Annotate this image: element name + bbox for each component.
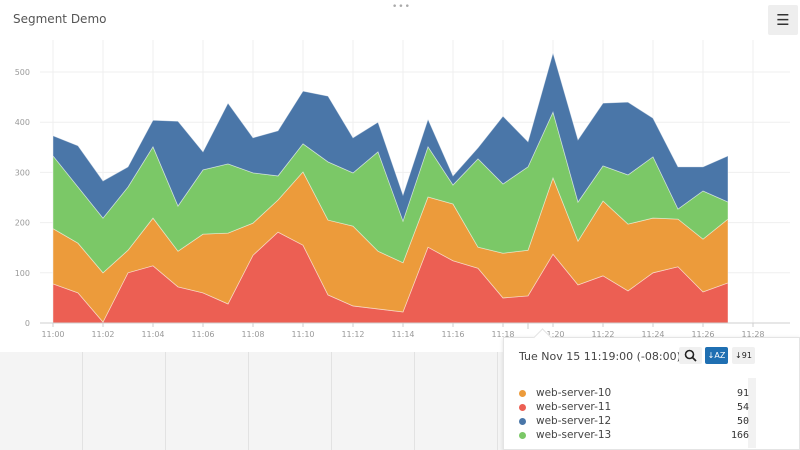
x-tick-label: 11:22 — [591, 330, 614, 339]
x-tick-label: 11:26 — [691, 330, 714, 339]
area-web-server-12 — [52, 51, 729, 223]
tooltip-row: web-server-13 166 — [519, 428, 749, 442]
series-value: 91 — [736, 387, 749, 399]
panel-title: Segment Demo — [13, 12, 107, 26]
x-tick-label: 11:06 — [191, 330, 214, 339]
menu-button[interactable]: ☰ — [768, 5, 798, 35]
x-tick-label: 11:24 — [641, 330, 664, 339]
series-name: web-server-13 — [536, 429, 612, 441]
x-tick-label: 11:08 — [241, 330, 264, 339]
hover-tooltip: Tue Nov 15 11:19:00 (-08:00) ↓AZ ↓91 web… — [503, 328, 800, 450]
tooltip-row: web-server-12 50 — [519, 414, 749, 428]
x-tick-label: 11:12 — [341, 330, 364, 339]
y-tick-label: 500 — [15, 68, 30, 77]
x-tick-label: 11:04 — [141, 330, 164, 339]
y-tick-label: 0 — [25, 319, 30, 328]
x-tick-label: 11:10 — [291, 330, 314, 339]
x-tick-label: 11:20 — [541, 330, 564, 339]
tooltip-row: web-server-10 91 — [519, 386, 749, 400]
x-tick-label: 11:28 — [741, 330, 764, 339]
series-value: 166 — [730, 429, 749, 441]
series-name: web-server-10 — [536, 387, 612, 399]
drag-handle[interactable]: ••• — [392, 2, 411, 12]
tooltip-time: Tue Nov 15 11:19:00 (-08:00) — [519, 350, 681, 363]
x-tick-label: 11:16 — [441, 330, 464, 339]
stacked-area-chart[interactable]: 0 100 200 300 400 500 11:00 11:02 11:04 11:06 11:0… — [0, 0, 800, 352]
series-color-dot — [519, 389, 526, 397]
search-icon — [684, 349, 697, 362]
x-tick-label: 11:18 — [491, 330, 514, 339]
sort-numeric-icon: ↓91 — [735, 351, 752, 360]
series-color-dot — [519, 417, 526, 425]
series-value: 54 — [736, 401, 749, 413]
x-tick-label: 11:00 — [41, 330, 64, 339]
sort-alpha-button[interactable]: ↓AZ — [705, 347, 728, 364]
hamburger-icon: ☰ — [776, 11, 790, 29]
tooltip-row: web-server-11 54 — [519, 400, 749, 414]
search-button[interactable] — [679, 347, 702, 364]
y-tick-label: 300 — [15, 168, 30, 177]
series-color-dot — [519, 431, 526, 439]
series-value: 50 — [736, 415, 749, 427]
sort-numeric-button[interactable]: ↓91 — [732, 347, 755, 364]
series-name: web-server-12 — [536, 415, 612, 427]
y-tick-label: 200 — [15, 219, 30, 228]
y-tick-label: 400 — [15, 118, 30, 127]
tooltip-scrollbar[interactable] — [748, 378, 756, 448]
y-tick-label: 100 — [15, 269, 30, 278]
tooltip-series-list: web-server-10 91 web-server-11 54 web-serv… — [519, 386, 749, 442]
series-name: web-server-11 — [536, 401, 612, 413]
x-tick-label: 11:02 — [91, 330, 114, 339]
series-color-dot — [519, 403, 526, 411]
sort-alpha-icon: ↓AZ — [707, 351, 726, 360]
x-tick-label: 11:14 — [391, 330, 414, 339]
